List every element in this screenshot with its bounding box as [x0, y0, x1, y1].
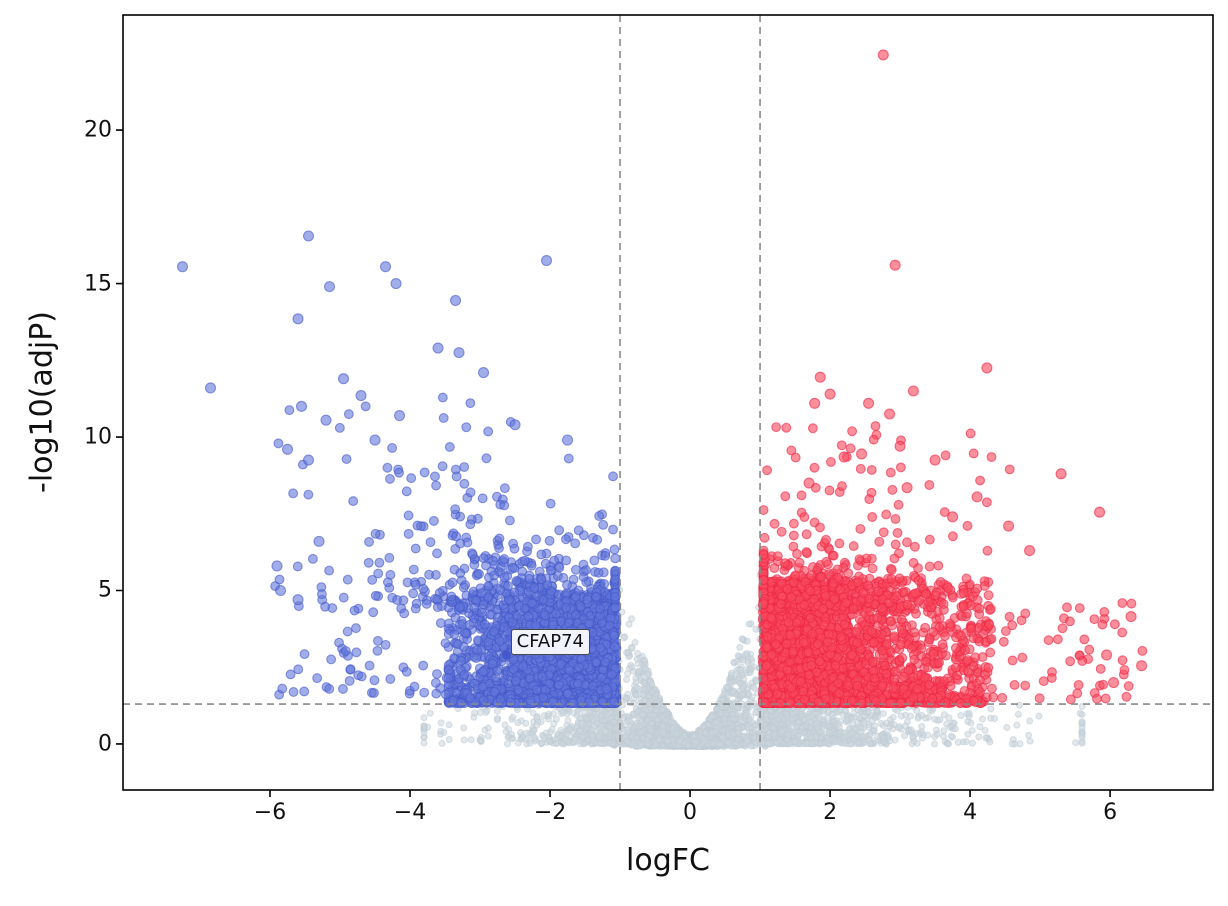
- x-tick-label: −2: [533, 800, 567, 825]
- y-tick-label: 10: [84, 424, 112, 450]
- y-tick-label: 0: [98, 731, 112, 757]
- x-tick-label: 2: [823, 800, 838, 825]
- y-tick-label: 15: [84, 271, 112, 297]
- x-tick-label: −4: [393, 800, 427, 825]
- x-axis-label: logFC: [626, 843, 710, 878]
- x-tick-label: 6: [1103, 800, 1118, 825]
- gene-annotation-label: CFAP74: [510, 628, 590, 655]
- x-tick-label: 4: [963, 800, 978, 825]
- y-axis-label: -log10(adjP): [24, 311, 60, 493]
- x-tick-label: 0: [683, 800, 698, 825]
- x-tick-label: −6: [253, 800, 287, 825]
- y-tick-label: 20: [84, 117, 112, 143]
- y-tick-label: 5: [98, 577, 112, 603]
